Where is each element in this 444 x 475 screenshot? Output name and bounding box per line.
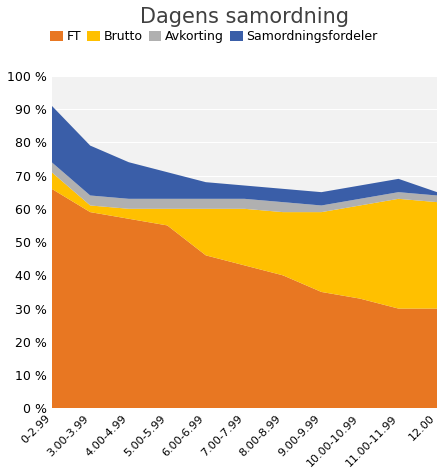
Title: Dagens samordning: Dagens samordning [140, 7, 349, 27]
Legend: FT, Brutto, Avkorting, Samordningsfordeler: FT, Brutto, Avkorting, Samordningsfordel… [50, 30, 378, 43]
